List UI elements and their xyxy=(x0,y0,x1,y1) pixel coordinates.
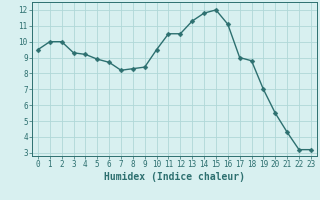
X-axis label: Humidex (Indice chaleur): Humidex (Indice chaleur) xyxy=(104,172,245,182)
